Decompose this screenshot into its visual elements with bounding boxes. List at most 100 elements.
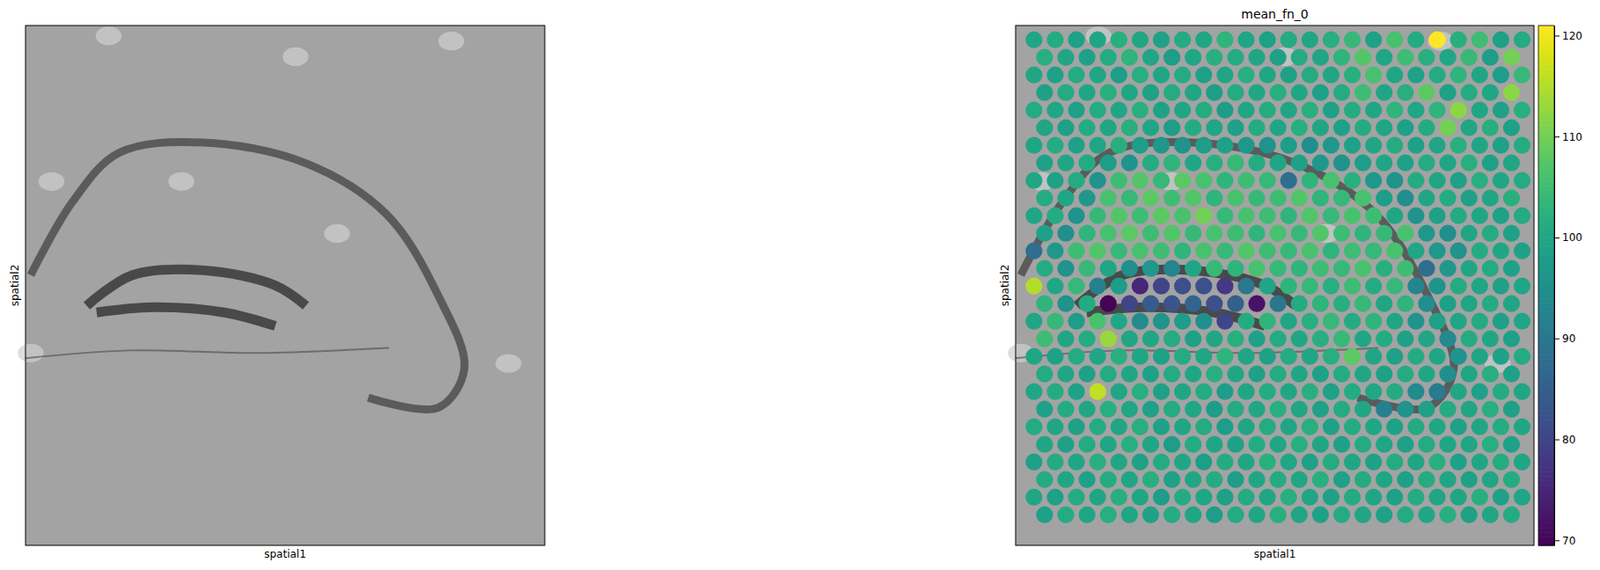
spot: [1035, 225, 1053, 243]
spot: [1269, 401, 1287, 419]
spot: [1152, 454, 1170, 471]
tissue-blotch: [323, 224, 351, 243]
colorbar-tick-label: 70: [1562, 535, 1576, 548]
spot: [1174, 31, 1191, 49]
spot: [1205, 154, 1223, 172]
spot: [1237, 278, 1255, 295]
spot: [1078, 471, 1096, 489]
colorbar-step: [1538, 81, 1555, 88]
colorbar-step: [1538, 462, 1555, 469]
spot: [1216, 207, 1234, 225]
spot: [1205, 295, 1223, 313]
spot: [1407, 207, 1424, 225]
colorbar-step: [1538, 146, 1555, 153]
spot: [1322, 348, 1340, 366]
spot: [1184, 436, 1202, 454]
spot: [1280, 489, 1298, 507]
spot: [1375, 330, 1393, 348]
colorbar-step: [1538, 194, 1555, 200]
spot: [1333, 330, 1351, 348]
spot: [1195, 207, 1212, 225]
spot: [1450, 31, 1468, 49]
colorbar-step: [1538, 536, 1555, 543]
spot: [1503, 436, 1520, 454]
spot: [1301, 418, 1319, 436]
spot: [1280, 207, 1298, 225]
spot: [1375, 49, 1393, 67]
spot: [1046, 137, 1064, 155]
spot: [1067, 242, 1085, 260]
spot: [1237, 313, 1255, 331]
spot: [1184, 471, 1202, 489]
colorbar-step: [1538, 34, 1555, 40]
spot: [1195, 172, 1212, 190]
colorbar-step: [1538, 437, 1555, 443]
spot: [1471, 137, 1489, 155]
colorbar-step: [1538, 419, 1555, 426]
colorbar-step: [1538, 103, 1555, 110]
spot: [1131, 66, 1149, 84]
spot: [1396, 436, 1414, 454]
spot: [1035, 154, 1053, 172]
spot: [1343, 278, 1361, 295]
spot: [1438, 190, 1456, 207]
spot: [1205, 366, 1223, 383]
spot: [1407, 102, 1424, 119]
spot: [1269, 154, 1287, 172]
spot: [1322, 31, 1340, 49]
spot: [1471, 278, 1489, 295]
spot: [1301, 489, 1319, 507]
spot: [1471, 31, 1489, 49]
colorbar-step: [1538, 281, 1555, 287]
spot: [1354, 401, 1372, 419]
spot: [1460, 506, 1478, 524]
spot: [1100, 49, 1117, 67]
spot: [1482, 84, 1499, 102]
spot: [1354, 154, 1372, 172]
spot: [1025, 172, 1043, 190]
spot: [1100, 295, 1117, 313]
colorbar-tick-label: 90: [1562, 332, 1576, 345]
spot: [1067, 102, 1085, 119]
spot: [1121, 436, 1138, 454]
spot: [1354, 436, 1372, 454]
colorbar-step: [1538, 55, 1555, 61]
spot: [1312, 49, 1329, 67]
spot: [1492, 278, 1510, 295]
spot: [1513, 137, 1531, 155]
spot: [1216, 348, 1234, 366]
spot: [1428, 278, 1446, 295]
spot: [1280, 313, 1298, 331]
spot: [1226, 366, 1244, 383]
spot: [1450, 207, 1468, 225]
spot: [1110, 278, 1128, 295]
spot: [1035, 295, 1053, 313]
colorbar-tick-label: 100: [1562, 231, 1583, 244]
spot: [1131, 383, 1149, 401]
spot: [1492, 383, 1510, 401]
spot: [1513, 383, 1531, 401]
spot: [1067, 278, 1085, 295]
colorbar-step: [1538, 446, 1555, 452]
spot: [1450, 172, 1468, 190]
colorbar-tick: 100: [1554, 231, 1583, 244]
spot: [1343, 31, 1361, 49]
colorbar-step: [1538, 250, 1555, 257]
tissue-fissure: [25, 347, 389, 359]
spot: [1131, 418, 1149, 436]
colorbar-step: [1538, 207, 1555, 213]
spot: [1386, 278, 1403, 295]
spot: [1354, 295, 1372, 313]
colorbar-step: [1538, 480, 1555, 486]
spot: [1460, 401, 1478, 419]
colorbar-step: [1538, 246, 1555, 252]
spot: [1386, 102, 1403, 119]
spot: [1365, 348, 1382, 366]
spot: [1269, 330, 1287, 348]
spot: [1110, 172, 1128, 190]
tissue-blotch: [168, 172, 195, 191]
spot: [1301, 383, 1319, 401]
colorbar-step: [1538, 424, 1555, 430]
colorbar-step: [1538, 176, 1555, 183]
spot: [1428, 31, 1446, 49]
